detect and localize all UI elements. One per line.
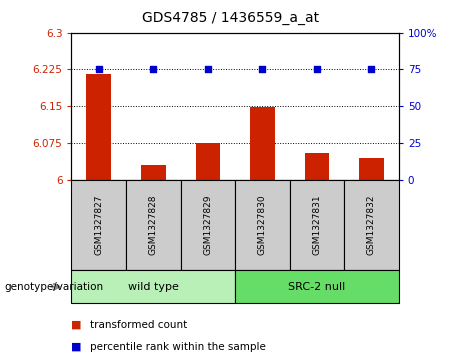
Text: GSM1327827: GSM1327827	[94, 195, 103, 255]
Point	[149, 66, 157, 72]
Point	[368, 66, 375, 72]
Bar	[87, 74, 111, 180]
Text: SRC-2 null: SRC-2 null	[288, 282, 346, 292]
Text: GSM1327829: GSM1327829	[203, 195, 213, 255]
Point	[204, 66, 212, 72]
Bar	[195, 143, 220, 180]
Text: GSM1327832: GSM1327832	[367, 195, 376, 255]
Text: GDS4785 / 1436559_a_at: GDS4785 / 1436559_a_at	[142, 11, 319, 25]
Bar	[305, 153, 329, 180]
Text: GSM1327828: GSM1327828	[149, 195, 158, 255]
Text: GSM1327830: GSM1327830	[258, 195, 267, 256]
Text: wild type: wild type	[128, 282, 179, 292]
Text: transformed count: transformed count	[90, 320, 187, 330]
Text: percentile rank within the sample: percentile rank within the sample	[90, 342, 266, 352]
Text: ■: ■	[71, 342, 82, 352]
Text: GSM1327831: GSM1327831	[313, 195, 321, 256]
Bar	[141, 165, 165, 180]
Text: ■: ■	[71, 320, 82, 330]
Bar	[359, 158, 384, 180]
Text: genotype/variation: genotype/variation	[5, 282, 104, 292]
Point	[313, 66, 321, 72]
Bar	[250, 107, 275, 180]
Point	[259, 66, 266, 72]
Point	[95, 66, 102, 72]
